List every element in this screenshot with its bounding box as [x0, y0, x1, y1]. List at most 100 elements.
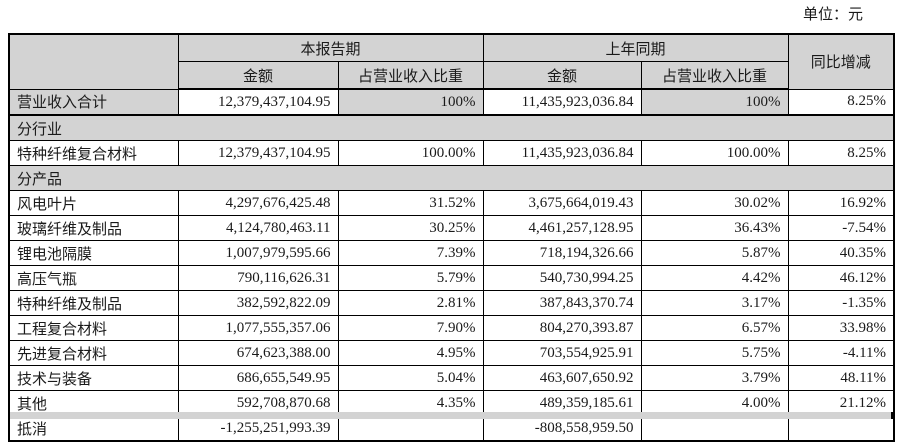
- revenue-breakdown-table: 本报告期 上年同期 同比增减 金额 占营业收入比重 金额 占营业收入比重 营业收…: [8, 33, 896, 442]
- prior-amount-cell: 703,554,925.91: [482, 340, 642, 366]
- table-row: 技术与装备 686,655,549.95 5.04% 463,607,650.92 3.…: [8, 365, 895, 391]
- row-label-cell: 营业收入合计: [8, 88, 179, 116]
- current-amount-cell: 790,116,626.31: [177, 265, 339, 291]
- prior-amount-cell: 489,359,185.61: [482, 390, 642, 416]
- prior-share-header: 占营业收入比重: [640, 61, 789, 90]
- prior-share-cell: 5.75%: [640, 340, 789, 366]
- table-row: 其他 592,708,870.68 4.35% 489,359,185.61 4.00%…: [8, 390, 895, 416]
- current-share-cell: 4.95%: [337, 340, 484, 366]
- prior-amount-cell: 3,675,664,019.43: [482, 190, 642, 216]
- prior-share-cell: 3.17%: [640, 290, 789, 316]
- current-amount-cell: 1,007,979,595.66: [177, 240, 339, 266]
- table-row: 营业收入合计 12,379,437,104.95 100% 11,435,923,03…: [8, 88, 895, 116]
- current-amount-cell: 12,379,437,104.95: [177, 140, 339, 166]
- table-row: 高压气瓶 790,116,626.31 5.79% 540,730,994.25 4.4…: [8, 265, 895, 291]
- prior-share-cell: 4.42%: [640, 265, 789, 291]
- section-label-cell: 分行业: [8, 114, 895, 141]
- yoy-cell: 21.12%: [787, 390, 895, 416]
- yoy-cell: 48.11%: [787, 365, 895, 391]
- row-label-cell: 技术与装备: [8, 365, 179, 391]
- prior-amount-cell: 387,843,370.74: [482, 290, 642, 316]
- row-label-cell: 抵消: [8, 415, 179, 442]
- prior-amount-cell: 718,194,326.66: [482, 240, 642, 266]
- table-row: 风电叶片 4,297,676,425.48 31.52% 3,675,664,019.…: [8, 190, 895, 216]
- table-row: 玻璃纤维及制品 4,124,780,463.11 30.25% 4,461,257,1…: [8, 215, 895, 241]
- table-row: 抵消 -1,255,251,993.39 -808,558,959.50: [8, 415, 895, 442]
- prior-share-cell: 36.43%: [640, 215, 789, 241]
- prior-share-cell: 5.87%: [640, 240, 789, 266]
- prior-share-cell: 100%: [640, 88, 789, 116]
- current-share-cell: 100%: [337, 88, 484, 116]
- row-label-cell: 其他: [8, 390, 179, 416]
- prior-amount-cell: 4,461,257,128.95: [482, 215, 642, 241]
- current-amount-cell: -1,255,251,993.39: [177, 415, 339, 442]
- prior-share-cell: [640, 415, 789, 442]
- current-share-cell: 7.90%: [337, 315, 484, 341]
- row-label-cell: 风电叶片: [8, 190, 179, 216]
- current-share-cell: 30.25%: [337, 215, 484, 241]
- prior-amount-cell: -808,558,959.50: [482, 415, 642, 442]
- current-share-cell: 100.00%: [337, 140, 484, 166]
- table-row: 分行业: [8, 114, 895, 141]
- current-period-header: 本报告期: [177, 33, 484, 62]
- row-label-cell: 锂电池隔膜: [8, 240, 179, 266]
- current-amount-cell: 1,077,555,357.06: [177, 315, 339, 341]
- yoy-cell: -4.11%: [787, 340, 895, 366]
- row-label-cell: 特种纤维及制品: [8, 290, 179, 316]
- prior-period-header: 上年同期: [482, 33, 789, 62]
- table-row: 特种纤维复合材料 12,379,437,104.95 100.00% 11,435,9…: [8, 140, 895, 166]
- table-row: 分产品: [8, 165, 895, 191]
- prior-amount-header: 金额: [482, 61, 642, 90]
- current-amount-cell: 686,655,549.95: [177, 365, 339, 391]
- prior-share-cell: 100.00%: [640, 140, 789, 166]
- current-share-cell: 5.79%: [337, 265, 484, 291]
- current-amount-cell: 4,297,676,425.48: [177, 190, 339, 216]
- current-share-cell: 2.81%: [337, 290, 484, 316]
- prior-amount-cell: 11,435,923,036.84: [482, 88, 642, 116]
- yoy-cell: 8.25%: [787, 140, 895, 166]
- current-amount-cell: 12,379,437,104.95: [177, 88, 339, 116]
- current-amount-cell: 674,623,388.00: [177, 340, 339, 366]
- yoy-cell: 16.92%: [787, 190, 895, 216]
- table-body: 营业收入合计 12,379,437,104.95 100% 11,435,923,03…: [8, 88, 895, 442]
- current-amount-cell: 4,124,780,463.11: [177, 215, 339, 241]
- prior-share-cell: 6.57%: [640, 315, 789, 341]
- yoy-cell: [787, 415, 895, 442]
- header-column-row: 金额 占营业收入比重 金额 占营业收入比重: [9, 61, 894, 90]
- prior-amount-cell: 11,435,923,036.84: [482, 140, 642, 166]
- section-label-cell: 分产品: [8, 165, 895, 191]
- current-share-cell: 7.39%: [337, 240, 484, 266]
- current-share-cell: 5.04%: [337, 365, 484, 391]
- prior-share-cell: 3.79%: [640, 365, 789, 391]
- current-share-header: 占营业收入比重: [337, 61, 484, 90]
- yoy-cell: 46.12%: [787, 265, 895, 291]
- prior-share-cell: 30.02%: [640, 190, 789, 216]
- table-row: 锂电池隔膜 1,007,979,595.66 7.39% 718,194,326.66…: [8, 240, 895, 266]
- yoy-cell: -7.54%: [787, 215, 895, 241]
- corner-cell: [8, 33, 179, 90]
- prior-share-cell: 4.00%: [640, 390, 789, 416]
- table-row: 先进复合材料 674,623,388.00 4.95% 703,554,925.91 5…: [8, 340, 895, 366]
- table-row: 工程复合材料 1,077,555,357.06 7.90% 804,270,393.8…: [8, 315, 895, 341]
- current-share-cell: 31.52%: [337, 190, 484, 216]
- prior-amount-cell: 540,730,994.25: [482, 265, 642, 291]
- table-row: 特种纤维及制品 382,592,822.09 2.81% 387,843,370.74…: [8, 290, 895, 316]
- partial-next-row: [8, 412, 893, 419]
- row-label-cell: 高压气瓶: [8, 265, 179, 291]
- current-share-cell: 4.35%: [337, 390, 484, 416]
- header-group-row: 本报告期 上年同期 同比增减: [8, 33, 895, 90]
- yoy-cell: 40.35%: [787, 240, 895, 266]
- current-share-cell: [337, 415, 484, 442]
- prior-amount-cell: 463,607,650.92: [482, 365, 642, 391]
- current-amount-cell: 382,592,822.09: [177, 290, 339, 316]
- yoy-cell: 8.25%: [787, 88, 895, 116]
- yoy-change-header: 同比增减: [787, 33, 895, 90]
- row-label-cell: 工程复合材料: [8, 315, 179, 341]
- prior-amount-cell: 804,270,393.87: [482, 315, 642, 341]
- current-amount-cell: 592,708,870.68: [177, 390, 339, 416]
- yoy-cell: 33.98%: [787, 315, 895, 341]
- unit-label: 单位：元: [802, 7, 863, 23]
- current-amount-header: 金额: [177, 61, 339, 90]
- table-header: 本报告期 上年同期 同比增减 金额 占营业收入比重 金额 占营业收入比重: [8, 33, 895, 90]
- row-label-cell: 特种纤维复合材料: [8, 140, 179, 166]
